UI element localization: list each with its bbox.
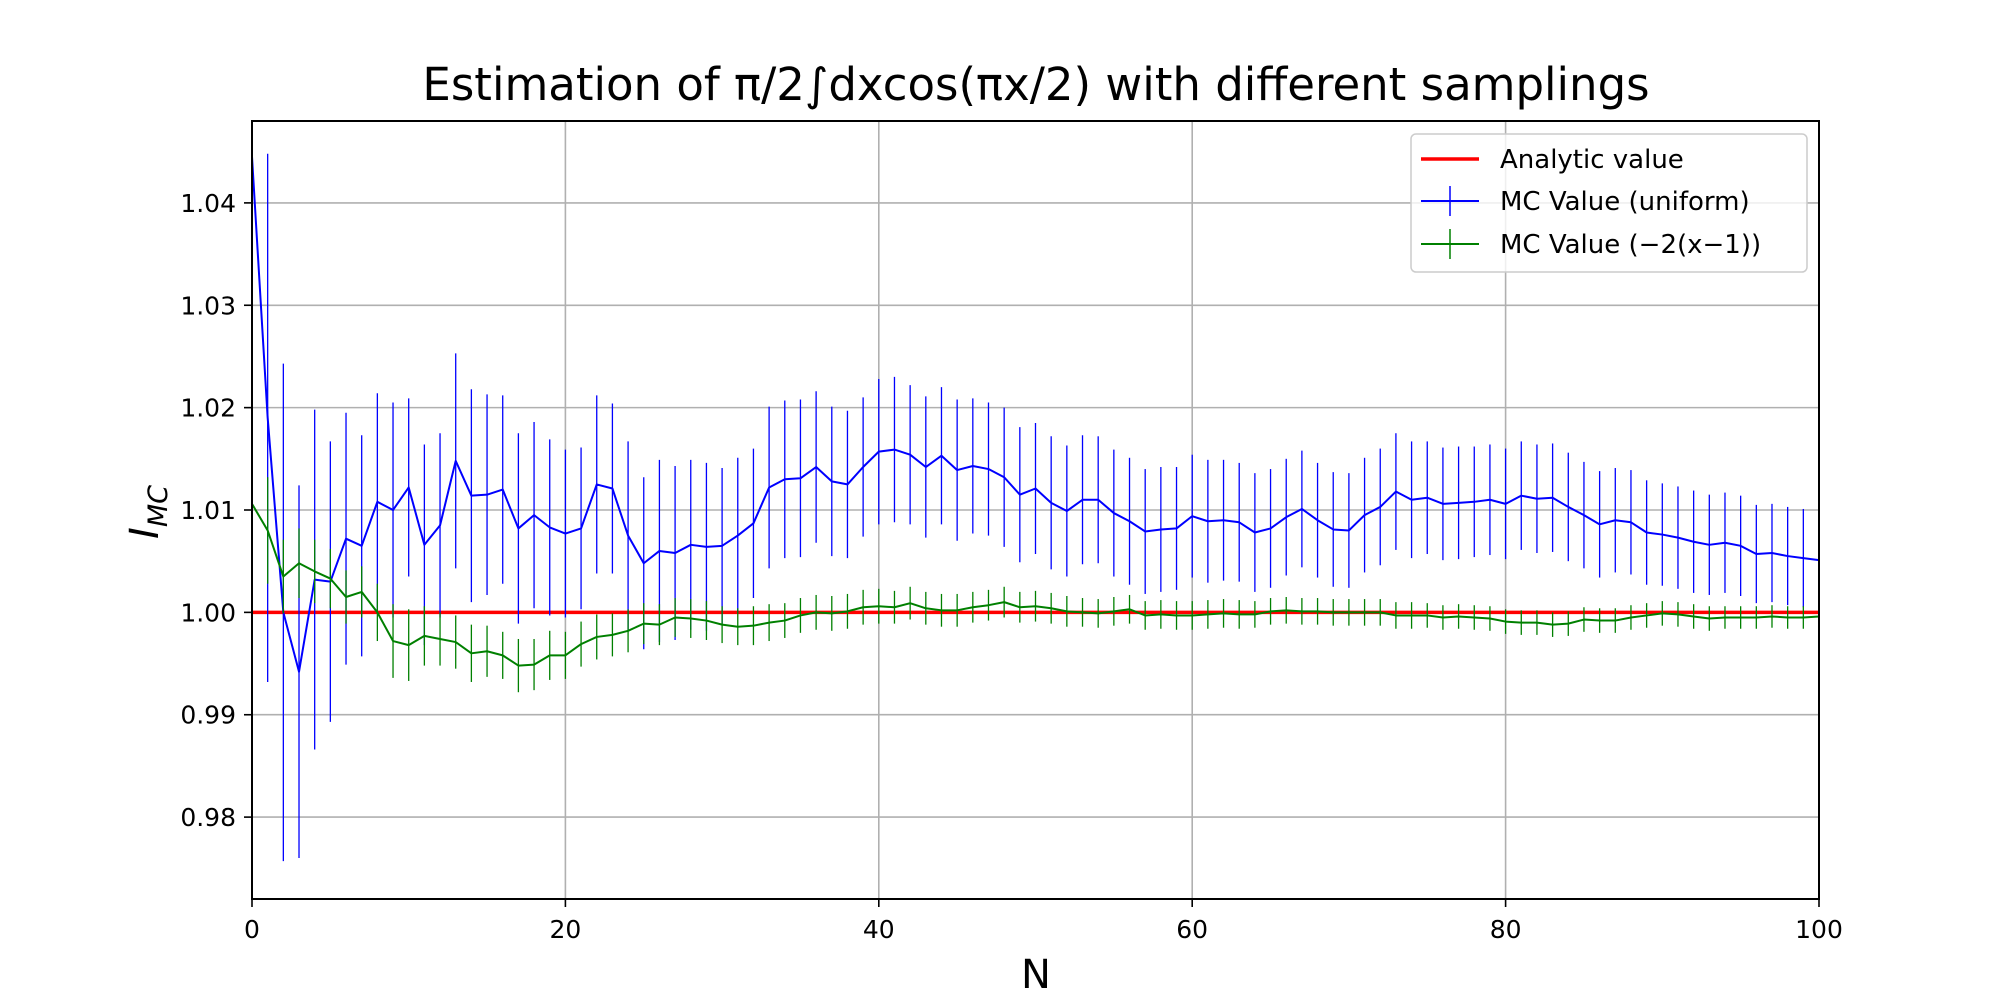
- x-axis-label: N: [1021, 952, 1051, 998]
- legend: Analytic value MC Value (uniform) MC Val…: [1410, 133, 1808, 273]
- y-tick-label: 1.04: [180, 189, 236, 218]
- x-tick-label: 80: [1490, 915, 1522, 944]
- y-axis-ticks: 0.98 0.99 1.00 1.01 1.02 1.03 1.04: [180, 189, 252, 832]
- x-tick-label: 40: [863, 915, 895, 944]
- x-axis-ticks: 0 20 40 60 80 100: [244, 899, 1843, 944]
- x-tick-label: 60: [1176, 915, 1208, 944]
- y-tick-label: 0.98: [180, 803, 236, 832]
- x-tick-label: 100: [1795, 915, 1843, 944]
- series-0: [251, 153, 1820, 862]
- y-tick-label: 1.02: [180, 394, 236, 423]
- legend-label-linear: MC Value (−2(x−1)): [1500, 230, 1761, 260]
- y-tick-label: 1.00: [180, 598, 236, 627]
- legend-box: [1410, 133, 1808, 273]
- chart-title: Estimation of π/2∫dxcos(πx/2) with diffe…: [422, 58, 1649, 111]
- y-axis-label-main: I: [122, 527, 168, 539]
- y-tick-label: 0.99: [180, 701, 236, 730]
- x-tick-label: 0: [244, 915, 260, 944]
- y-axis-label: IMC: [122, 485, 174, 539]
- legend-label-analytic: Analytic value: [1500, 145, 1684, 175]
- y-tick-label: 1.03: [180, 291, 236, 320]
- series-1: [251, 477, 1820, 693]
- series-layer: [251, 153, 1820, 862]
- legend-label-uniform: MC Value (uniform): [1500, 187, 1750, 217]
- x-tick-label: 20: [549, 915, 581, 944]
- series-line: [251, 156, 1820, 673]
- y-tick-label: 1.01: [180, 496, 236, 525]
- y-axis-label-subscript: MC: [143, 485, 174, 527]
- series-line: [251, 503, 1820, 667]
